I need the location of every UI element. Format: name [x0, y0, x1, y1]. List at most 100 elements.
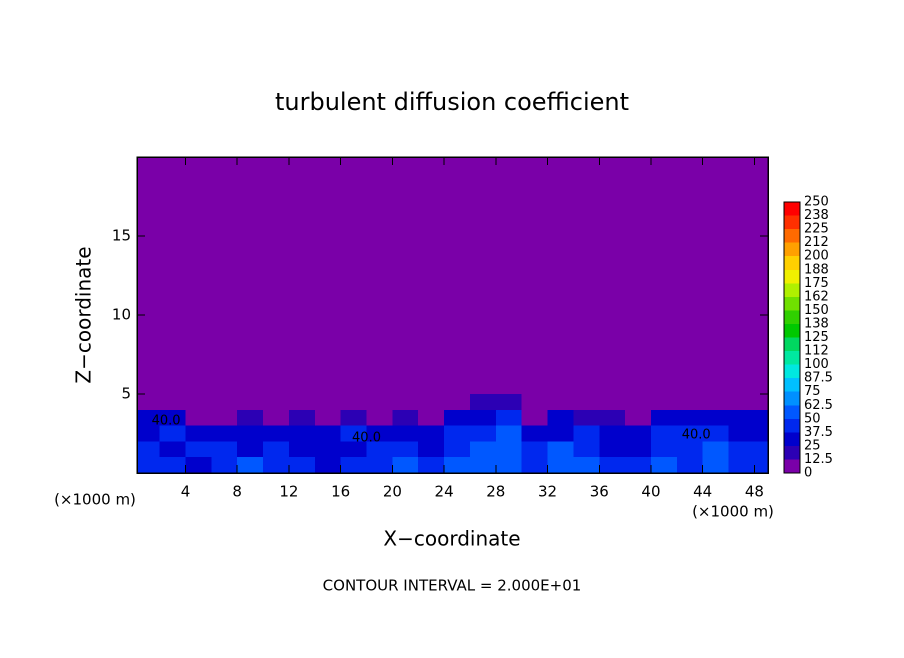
colorbar-band: [784, 337, 800, 352]
field-cell: [754, 425, 768, 442]
field-cell: [599, 441, 626, 458]
field-cell: [263, 441, 289, 458]
colorbar-label: 200: [804, 249, 829, 264]
x-tick-label: 8: [232, 483, 242, 501]
field-cell: [340, 394, 367, 410]
field-cell: [469, 457, 496, 473]
field-cell: [366, 425, 393, 442]
field-cell: [211, 457, 238, 473]
y-tick-label: 15: [112, 227, 131, 245]
colorbar-label: 188: [804, 262, 829, 277]
field-cell: [340, 425, 367, 442]
colorbar-band: [784, 256, 800, 270]
field-cell: [211, 425, 238, 442]
field-cell: [340, 441, 367, 458]
contour-label: 40.0: [152, 413, 181, 428]
contour-label: 40.0: [682, 428, 711, 443]
field-cell: [288, 425, 315, 442]
contour-label: 40.0: [352, 431, 381, 446]
colorbar-label: 175: [804, 276, 829, 291]
field-cell: [237, 409, 264, 426]
field-cell: [495, 394, 522, 410]
field-cell: [340, 457, 367, 473]
colorbar-band: [784, 215, 800, 230]
colorbar-label: 250: [804, 195, 829, 210]
field-cell: [418, 441, 445, 458]
field-cell: [185, 394, 212, 410]
colorbar-label: 37.5: [804, 425, 833, 440]
field-cell: [573, 394, 600, 410]
colorbar-label: 138: [804, 316, 829, 331]
field-cell: [702, 457, 729, 473]
x-axis-label: X−coordinate: [383, 527, 520, 551]
field-cell: [288, 441, 315, 458]
field-cell: [650, 425, 677, 442]
x-tick-label: 28: [486, 483, 505, 501]
field-cell: [469, 425, 496, 442]
field-cell: [702, 394, 729, 410]
field-cell: [444, 394, 470, 410]
field-cell: [625, 457, 651, 473]
field-cell: [211, 441, 238, 458]
field-cell: [392, 425, 419, 442]
colorbar-label: 62.5: [804, 398, 833, 413]
chart-title: turbulent diffusion coefficient: [275, 88, 629, 116]
field-cell: [728, 409, 755, 426]
field-cell: [137, 394, 160, 410]
field-cell: [418, 409, 445, 426]
colorbar-band: [784, 202, 800, 216]
field-cell: [469, 394, 496, 410]
field-cell: [418, 425, 445, 442]
colorbar-label: 112: [804, 344, 829, 359]
field-cell: [469, 441, 496, 458]
field-cell: [599, 425, 626, 442]
colorbar-band: [784, 323, 800, 338]
colorbar-label: 87.5: [804, 371, 833, 386]
field-cell: [728, 457, 755, 473]
x-tick-label: 20: [383, 483, 402, 501]
field-cell: [211, 409, 238, 426]
field-cell: [314, 425, 341, 442]
field-cell: [754, 441, 768, 458]
field-cell: [469, 409, 496, 426]
colorbar-band: [784, 269, 800, 284]
field-cell: [185, 409, 212, 426]
y-tick-label: 5: [121, 385, 131, 403]
field-cell: [702, 409, 729, 426]
colorbar-band: [784, 296, 800, 311]
field-cell: [159, 425, 186, 442]
field: [137, 157, 768, 473]
field-cell: [702, 441, 729, 458]
field-cell: [185, 425, 212, 442]
field-cell: [547, 409, 574, 426]
field-cell: [137, 409, 160, 426]
x-tick-label: 4: [181, 483, 191, 501]
field-cell: [521, 409, 548, 426]
field-cell: [650, 394, 677, 410]
colorbar-band: [784, 459, 800, 473]
field-cell: [263, 425, 289, 442]
field-cell: [754, 394, 768, 410]
colorbar-label: 75: [804, 384, 821, 399]
field-cell: [754, 409, 768, 426]
field-cell: [237, 441, 264, 458]
field-cell: [211, 394, 238, 410]
field-cell: [650, 409, 677, 426]
field-cell: [625, 409, 651, 426]
field-cell: [521, 425, 548, 442]
x-units-left: (×1000 m): [54, 491, 136, 509]
field-cell: [599, 457, 626, 473]
field-cell: [702, 425, 729, 442]
field-cell: [495, 425, 522, 442]
field-cell: [599, 409, 626, 426]
field-cell: [137, 457, 160, 473]
colorbar-band: [784, 229, 800, 243]
field-cell: [444, 409, 470, 426]
colorbar-band: [784, 418, 800, 433]
x-tick-label: 40: [641, 483, 660, 501]
field-cell: [185, 457, 212, 473]
field-cell: [573, 425, 600, 442]
field-cell: [547, 425, 574, 442]
field-cell: [418, 394, 445, 410]
colorbar-label: 125: [804, 330, 829, 345]
